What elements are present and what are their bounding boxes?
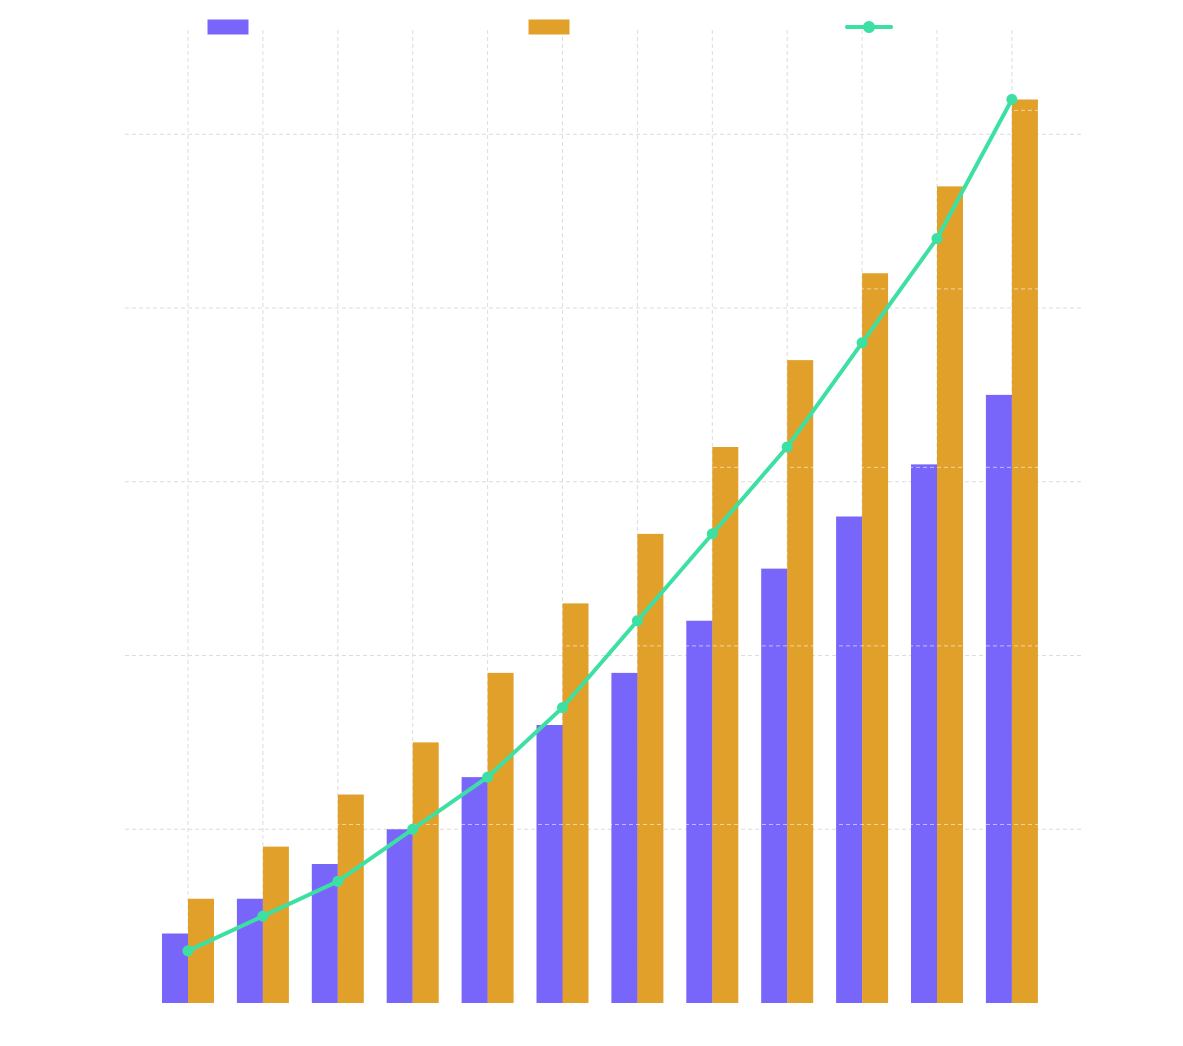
bars — [162, 99, 1038, 1003]
bar-series-2 — [862, 273, 889, 1003]
legend-swatch-1 — [207, 19, 249, 35]
bar-series-2 — [937, 186, 963, 1003]
bar-series-2 — [637, 533, 664, 1003]
legend-line-marker — [845, 21, 893, 33]
legend — [207, 19, 893, 35]
bar-series-1 — [386, 829, 413, 1003]
bar-series-1 — [536, 725, 563, 1003]
line-point — [706, 528, 718, 540]
bar-series-1 — [461, 777, 488, 1003]
line-point — [482, 771, 494, 783]
bar-series-1 — [985, 394, 1012, 1003]
bar-series-1 — [836, 516, 863, 1003]
bar-series-2 — [412, 742, 439, 1003]
bar-series-1 — [911, 464, 937, 1003]
bar-series-1 — [761, 568, 788, 1003]
legend-swatch-2 — [528, 19, 570, 35]
legend-point — [863, 21, 875, 33]
bar-series-2 — [712, 447, 739, 1003]
bar-series-2 — [262, 846, 289, 1003]
bar-series-2 — [562, 603, 589, 1003]
line-series — [182, 94, 1018, 957]
bar-series-1 — [611, 672, 638, 1003]
line-point — [856, 337, 868, 349]
bar-series-1 — [686, 620, 713, 1003]
bar-series-2 — [787, 360, 814, 1003]
line-point — [1006, 94, 1018, 105]
line-point — [332, 875, 344, 887]
bar-series-2 — [1011, 99, 1038, 1003]
line-point — [931, 233, 943, 244]
line-point — [182, 945, 194, 957]
line-series-path — [186, 97, 1014, 953]
overlay-grid — [125, 109, 1082, 825]
line-point — [631, 615, 643, 627]
bar-series-2 — [337, 794, 364, 1003]
line-point — [557, 702, 568, 714]
bar-series-2 — [487, 672, 514, 1003]
bar-series-1 — [162, 933, 188, 1003]
line-point — [257, 910, 269, 922]
line-point — [781, 441, 793, 453]
line-point — [407, 823, 419, 835]
